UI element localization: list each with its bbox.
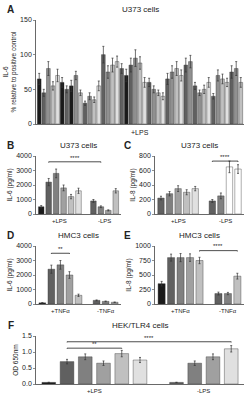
svg-text:OD 650nm: OD 650nm (12, 344, 19, 375)
svg-text:400: 400 (139, 181, 151, 188)
svg-text:750: 750 (139, 257, 151, 264)
svg-text:-LPS: -LPS (219, 218, 232, 224)
svg-text:**: ** (58, 246, 63, 252)
svg-text:IL-6 (pg/ml): IL-6 (pg/ml) (6, 168, 14, 201)
svg-text:-LPS: -LPS (197, 388, 210, 394)
svg-text:+TNFα: +TNFα (51, 308, 70, 314)
svg-text:+LPS: +LPS (131, 129, 149, 136)
svg-text:+LPS: +LPS (171, 218, 186, 224)
svg-text:****: **** (220, 154, 230, 160)
svg-text:F: F (8, 320, 14, 331)
svg-text:IL-8 (pg/ml): IL-8 (pg/ml) (125, 258, 133, 291)
svg-text:D: D (7, 230, 14, 241)
svg-text:2000: 2000 (16, 181, 32, 188)
svg-text:2000: 2000 (16, 271, 32, 278)
svg-text:1.5: 1.5 (22, 332, 32, 339)
svg-text:+TNFα: +TNFα (171, 308, 190, 314)
svg-text:3000: 3000 (16, 257, 32, 264)
svg-text:1.0: 1.0 (22, 348, 32, 355)
svg-text:U373 cells: U373 cells (60, 141, 97, 150)
svg-text:0.0: 0.0 (22, 380, 32, 387)
svg-text:200: 200 (139, 196, 151, 203)
svg-text:HMC3 cells: HMC3 cells (179, 231, 220, 240)
svg-text:U373 cells: U373 cells (122, 5, 159, 14)
svg-text:C: C (124, 140, 131, 151)
svg-text:A: A (7, 4, 14, 15)
svg-text:****: **** (213, 243, 223, 249)
svg-text:HMC3 cells: HMC3 cells (58, 231, 99, 240)
svg-text:50: 50 (24, 86, 32, 93)
svg-text:0: 0 (147, 210, 151, 217)
svg-text:1000: 1000 (135, 242, 151, 249)
svg-text:1000: 1000 (16, 196, 32, 203)
svg-text:IL-6% relative to positive con: IL-6% relative to positive control (2, 31, 18, 112)
svg-text:-LPS: -LPS (98, 218, 111, 224)
svg-text:****: **** (70, 155, 80, 161)
svg-text:0: 0 (28, 300, 32, 307)
svg-text:IL-8 (pg/ml): IL-8 (pg/ml) (129, 168, 137, 201)
svg-text:0: 0 (28, 120, 32, 127)
svg-text:+LPS: +LPS (87, 388, 102, 394)
svg-text:U373 cells: U373 cells (181, 141, 218, 150)
svg-text:250: 250 (139, 286, 151, 293)
svg-text:600: 600 (139, 167, 151, 174)
svg-text:4000: 4000 (16, 152, 32, 159)
svg-text:100: 100 (20, 51, 32, 58)
svg-text:-TNFα: -TNFα (97, 308, 115, 314)
svg-text:**: ** (92, 341, 97, 347)
svg-text:0: 0 (147, 300, 151, 307)
svg-text:IL-6 (pg/ml): IL-6 (pg/ml) (6, 258, 14, 291)
svg-text:B: B (7, 140, 14, 151)
svg-text:0.5: 0.5 (22, 364, 32, 371)
svg-text:3000: 3000 (16, 167, 32, 174)
svg-text:500: 500 (139, 271, 151, 278)
svg-text:4000: 4000 (16, 242, 32, 249)
svg-text:-TNFα: -TNFα (219, 308, 237, 314)
svg-text:****: **** (144, 335, 154, 341)
svg-text:E: E (124, 230, 131, 241)
svg-text:+LPS: +LPS (52, 218, 67, 224)
svg-text:HEK/TLR4 cells: HEK/TLR4 cells (112, 321, 168, 330)
svg-text:1000: 1000 (16, 286, 32, 293)
svg-text:0: 0 (28, 210, 32, 217)
svg-text:150: 150 (20, 16, 32, 23)
svg-text:800: 800 (139, 152, 151, 159)
